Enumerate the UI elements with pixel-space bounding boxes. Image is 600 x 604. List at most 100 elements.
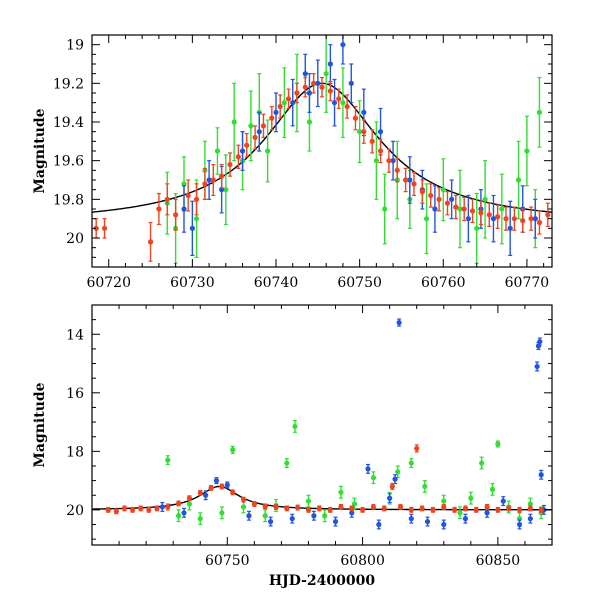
data-point: [392, 474, 398, 485]
marker: [165, 504, 171, 510]
data-point: [101, 218, 108, 239]
data-point: [520, 208, 526, 233]
marker: [219, 187, 225, 193]
marker: [436, 196, 442, 202]
marker: [202, 181, 208, 187]
data-point: [506, 505, 512, 512]
marker: [419, 189, 425, 195]
marker: [424, 518, 431, 525]
marker: [156, 206, 162, 212]
data-point: [219, 163, 225, 189]
marker: [252, 134, 258, 141]
marker: [377, 129, 384, 135]
marker: [373, 158, 379, 164]
marker: [359, 507, 366, 513]
data-point: [294, 82, 300, 104]
data-point: [295, 504, 301, 511]
data-point: [340, 35, 346, 65]
marker: [197, 516, 203, 522]
marker: [262, 503, 268, 509]
data-point: [370, 471, 377, 485]
data-point: [213, 477, 220, 485]
marker: [382, 206, 388, 212]
data-point: [344, 94, 350, 119]
data-point: [327, 506, 333, 513]
data-point: [281, 67, 287, 139]
data-point: [175, 509, 182, 523]
data-point: [537, 337, 543, 346]
data-point: [381, 505, 387, 512]
marker: [392, 476, 398, 482]
data-point: [511, 206, 517, 231]
marker: [432, 206, 438, 212]
marker: [316, 505, 322, 512]
data-point: [340, 67, 346, 139]
data-point: [361, 119, 367, 144]
data-point: [260, 113, 267, 139]
marker: [290, 100, 296, 106]
data-point: [138, 505, 144, 512]
data-point: [230, 489, 236, 496]
data-point: [484, 504, 490, 510]
marker: [129, 507, 136, 513]
data-point: [154, 505, 160, 512]
data-point: [262, 509, 268, 523]
marker: [394, 167, 400, 173]
data-point: [389, 482, 395, 490]
y-tick-label: 18: [66, 444, 84, 460]
marker: [181, 206, 187, 212]
data-point: [252, 125, 258, 150]
x-tick-label: 60720: [86, 275, 131, 291]
marker: [349, 505, 355, 512]
data-point: [453, 194, 459, 220]
marker: [219, 510, 225, 516]
marker: [338, 489, 344, 495]
data-point: [121, 505, 128, 512]
data-point: [262, 503, 268, 510]
series-1: [181, 35, 538, 256]
data-point: [536, 76, 543, 148]
data-point: [244, 133, 250, 158]
x-tick-label: 60850: [476, 553, 521, 569]
marker: [407, 177, 413, 183]
data-point: [377, 138, 384, 164]
marker: [419, 505, 425, 512]
marker: [408, 516, 414, 522]
y-tick-label: 19.8: [53, 192, 84, 208]
data-point: [284, 505, 290, 512]
marker: [121, 505, 128, 512]
data-point: [474, 192, 480, 264]
marker: [536, 219, 543, 226]
marker: [208, 485, 214, 491]
marker: [165, 457, 171, 463]
marker: [295, 504, 301, 511]
marker: [113, 508, 119, 514]
marker: [361, 109, 367, 115]
data-point: [527, 513, 533, 524]
data-point: [430, 506, 436, 513]
series-2: [93, 73, 551, 262]
top-panel: 60720 60730 60740 60750 60760 60770 19 19.2 19.4…: [32, 34, 553, 291]
marker: [230, 447, 236, 453]
data-point: [486, 202, 492, 227]
data-point: [449, 179, 455, 220]
data-point: [323, 35, 329, 113]
marker: [537, 338, 543, 345]
marker: [340, 42, 346, 48]
marker: [441, 521, 447, 528]
marker: [175, 513, 182, 519]
data-point: [516, 519, 523, 530]
marker: [235, 154, 241, 160]
plot-frame: [91, 34, 553, 268]
marker: [147, 239, 154, 245]
data-point: [315, 59, 321, 108]
data-point: [113, 508, 119, 515]
data-point: [181, 185, 187, 233]
bottom-panel: 60750 60800 60850 14 16 18 20 Magnitude HJD-2400…: [32, 304, 553, 589]
x-axis-label: HJD-2400000: [269, 573, 376, 589]
marker: [219, 483, 225, 490]
data-point: [289, 513, 295, 524]
marker: [396, 319, 402, 326]
marker: [527, 505, 533, 512]
